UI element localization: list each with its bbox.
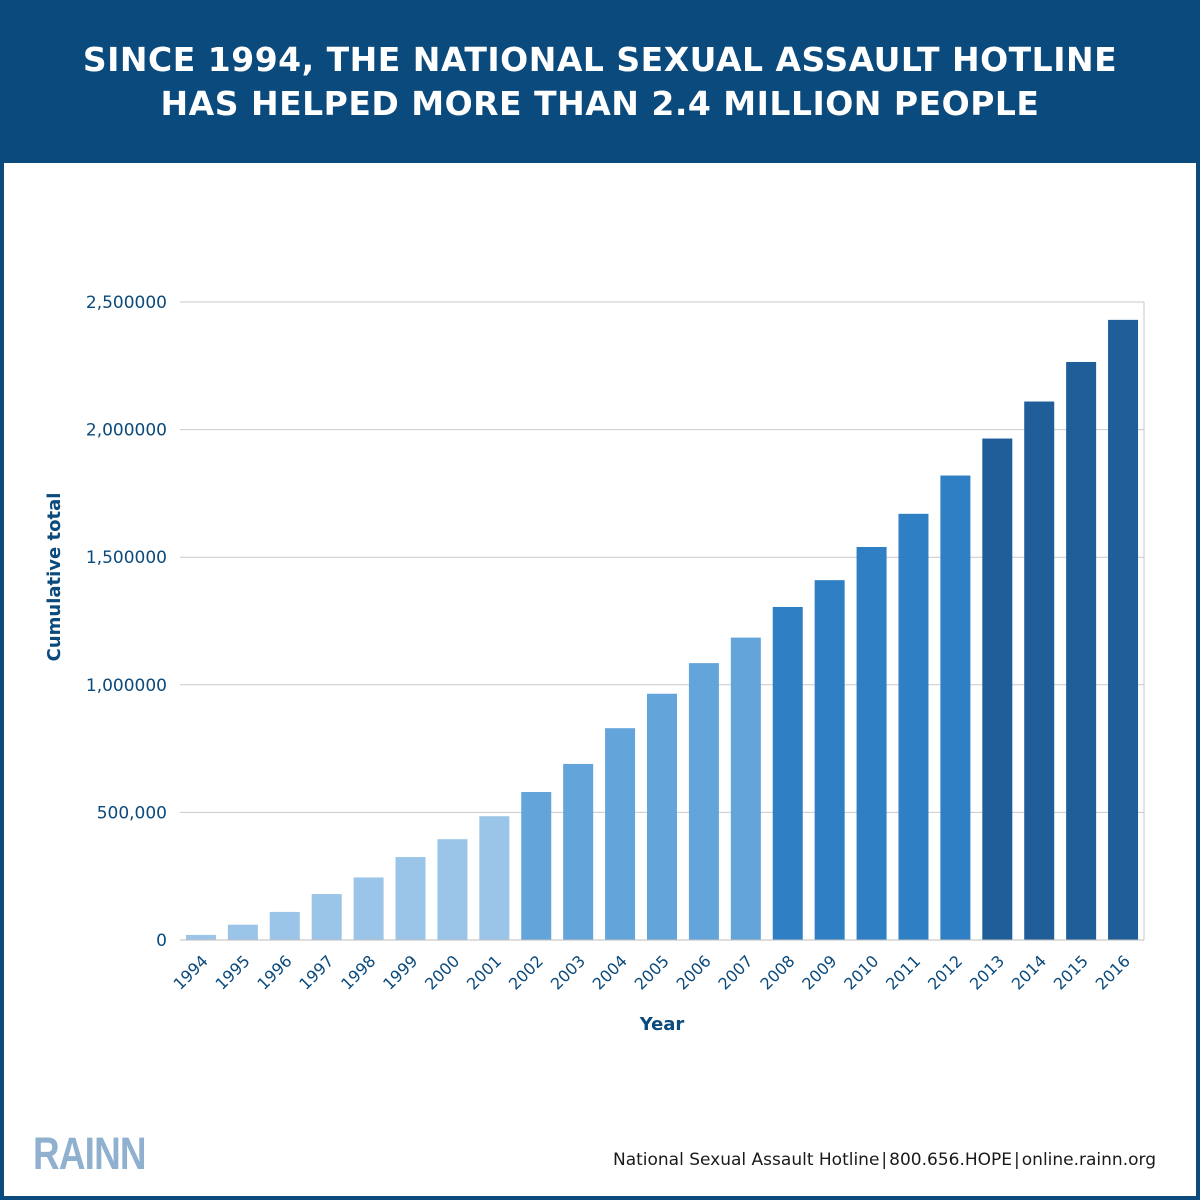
bar-2015 (1066, 361, 1097, 940)
bar-2007 (730, 637, 761, 940)
hotline-website[interactable]: online.rainn.org (1021, 1150, 1156, 1170)
bar-1996 (269, 911, 300, 940)
x-tick-label: 1996 (253, 951, 295, 993)
x-tick-label: 1995 (211, 951, 253, 993)
bar-2010 (856, 546, 887, 940)
bar-1994 (185, 934, 216, 940)
bar-2005 (647, 693, 677, 940)
bar-2004 (605, 728, 636, 940)
x-tick-label: 2002 (505, 951, 547, 993)
x-tick-label: 2003 (547, 951, 589, 993)
bar-2002 (521, 791, 552, 940)
bar-2014 (1024, 401, 1055, 940)
x-tick-label: 2012 (924, 951, 966, 993)
x-tick-label: 1994 (170, 951, 212, 993)
bar-2016 (1108, 319, 1139, 940)
x-tick-label: 2016 (1092, 951, 1134, 993)
y-tick-label: 500,000 (97, 803, 167, 823)
x-tick-label: 2009 (798, 951, 840, 993)
x-tick-label: 1997 (295, 951, 337, 993)
headline-line-2: HAS HELPED MORE THAN 2.4 MILLION PEOPLE (160, 83, 1040, 123)
bar-1995 (227, 924, 258, 940)
bar-2011 (898, 513, 929, 940)
x-tick-label: 2014 (1008, 951, 1050, 993)
bar-2008 (772, 606, 803, 940)
y-tick-label: 2,500000 (86, 293, 167, 313)
x-tick-label: 2015 (1050, 951, 1092, 993)
x-tick-label: 2006 (673, 951, 715, 993)
x-tick-label: 2010 (840, 951, 882, 993)
x-tick-label: 2011 (882, 951, 924, 993)
headline-line-1: SINCE 1994, THE NATIONAL SEXUAL ASSAULT … (82, 39, 1118, 79)
hotline-name: National Sexual Assault Hotline (612, 1150, 880, 1170)
separator: | (1014, 1150, 1020, 1170)
x-tick-label: 2001 (463, 951, 505, 993)
footer-contact: National Sexual Assault Hotline | 800.656.… (613, 1150, 1156, 1170)
bar-1999 (395, 857, 426, 940)
bar-2003 (563, 763, 594, 940)
x-tick-label: 2007 (714, 951, 756, 993)
y-tick-label: 0 (156, 931, 167, 951)
x-tick-label: 2000 (421, 951, 463, 993)
bar-2001 (479, 816, 510, 940)
x-tick-label: 2004 (589, 951, 631, 993)
bar-2012 (940, 475, 971, 940)
bar-1997 (311, 894, 342, 940)
hotline-phone: 800.656.HOPE (889, 1150, 1013, 1170)
header-banner: SINCE 1994, THE NATIONAL SEXUAL ASSAULT … (0, 0, 1200, 163)
separator: | (881, 1150, 888, 1170)
x-axis-title: Year (639, 1014, 685, 1035)
y-axis-title: Cumulative total (44, 493, 65, 662)
x-tick-label: 2013 (966, 951, 1008, 993)
x-tick-label: 1998 (337, 951, 379, 993)
x-tick-label: 2008 (756, 951, 798, 993)
x-tick-label: 2005 (631, 951, 673, 993)
bar-2006 (688, 663, 719, 940)
bar-2000 (437, 839, 468, 940)
y-tick-label: 2,000000 (86, 421, 167, 441)
bar-2013 (982, 438, 1013, 940)
y-tick-label: 1,000000 (86, 676, 167, 696)
bar-2009 (814, 580, 845, 940)
rainn-logo: RAINN (33, 1128, 147, 1179)
x-tick-label: 1999 (379, 951, 421, 993)
bar-1998 (353, 877, 384, 940)
y-tick-label: 1,500000 (86, 548, 167, 568)
